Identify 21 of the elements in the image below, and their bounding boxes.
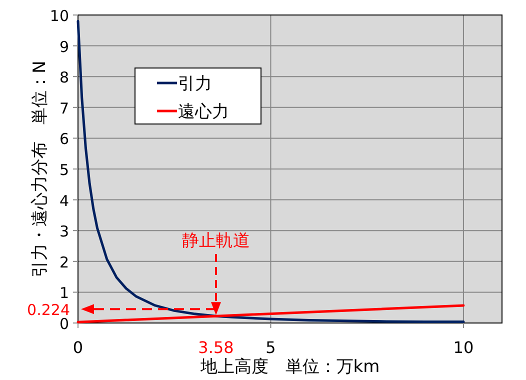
line-series xyxy=(76,20,465,324)
y-tick-label: 4 xyxy=(59,192,69,210)
y-axis-title: 引力・遠心力分布 単位：N xyxy=(30,60,50,278)
y-tick-label: 10 xyxy=(50,7,69,25)
y-tick-label: 3 xyxy=(59,222,69,241)
y-tick-label: 1 xyxy=(59,284,69,302)
x-tick-label: 0 xyxy=(72,338,84,357)
y-tick-label: 5 xyxy=(59,161,69,179)
y-tick-label: 7 xyxy=(59,99,69,118)
annotation: 静止軌道 xyxy=(182,231,250,251)
x-tick-label: 5 xyxy=(266,338,276,357)
y-tick-label: 6 xyxy=(59,130,69,148)
text: 3.58 xyxy=(198,338,234,357)
x-axis-title: 地上高度 単位：万km xyxy=(199,357,380,377)
legend-label: 遠心力 xyxy=(178,102,229,122)
legend-label: 引力 xyxy=(178,74,212,94)
x-tick-label: 10 xyxy=(453,338,474,357)
y-tick-label: 2 xyxy=(59,253,69,272)
y-tick-label: 0 xyxy=(59,315,69,333)
y-tick-label: 9 xyxy=(59,38,69,56)
y-tick-label: 8 xyxy=(59,68,69,87)
